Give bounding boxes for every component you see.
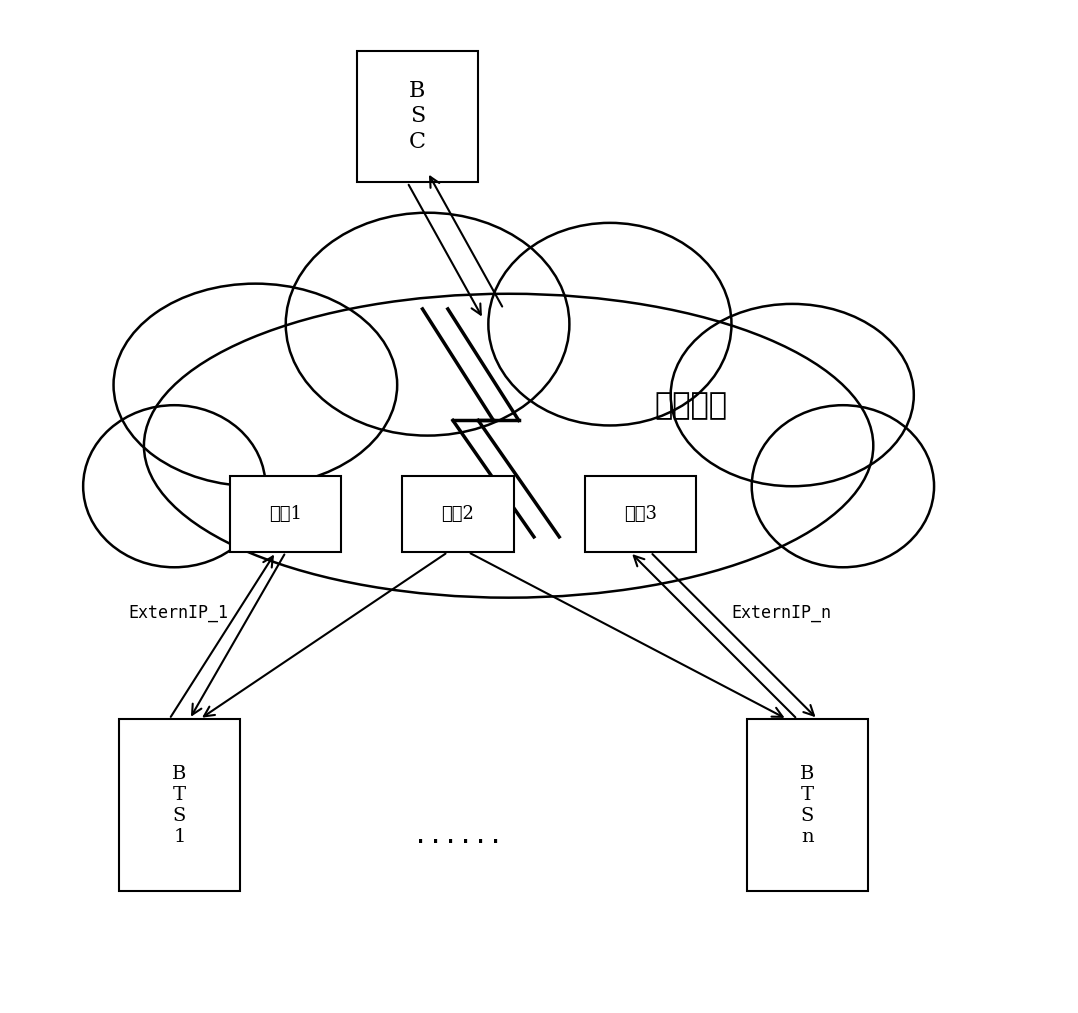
Text: B
S
C: B S C: [409, 80, 426, 153]
Text: ......: ......: [413, 824, 503, 848]
Text: B
T
S
n: B T S n: [800, 765, 815, 846]
Text: ExternIP_n: ExternIP_n: [732, 604, 831, 622]
Ellipse shape: [286, 213, 569, 436]
Ellipse shape: [671, 304, 914, 486]
FancyBboxPatch shape: [402, 476, 514, 552]
FancyBboxPatch shape: [230, 476, 342, 552]
FancyBboxPatch shape: [747, 719, 868, 891]
Ellipse shape: [83, 405, 265, 567]
Ellipse shape: [144, 294, 873, 598]
Text: 网关3: 网关3: [624, 505, 657, 523]
Text: ExternIP_1: ExternIP_1: [128, 604, 229, 622]
Ellipse shape: [488, 223, 732, 425]
Text: 网关2: 网关2: [442, 505, 474, 523]
FancyBboxPatch shape: [584, 476, 696, 552]
Ellipse shape: [751, 405, 934, 567]
FancyBboxPatch shape: [119, 719, 240, 891]
FancyBboxPatch shape: [357, 51, 479, 182]
Text: 传输网络: 传输网络: [654, 391, 728, 419]
Text: B
T
S
1: B T S 1: [172, 765, 186, 846]
Text: 网关1: 网关1: [270, 505, 302, 523]
Ellipse shape: [113, 284, 397, 486]
